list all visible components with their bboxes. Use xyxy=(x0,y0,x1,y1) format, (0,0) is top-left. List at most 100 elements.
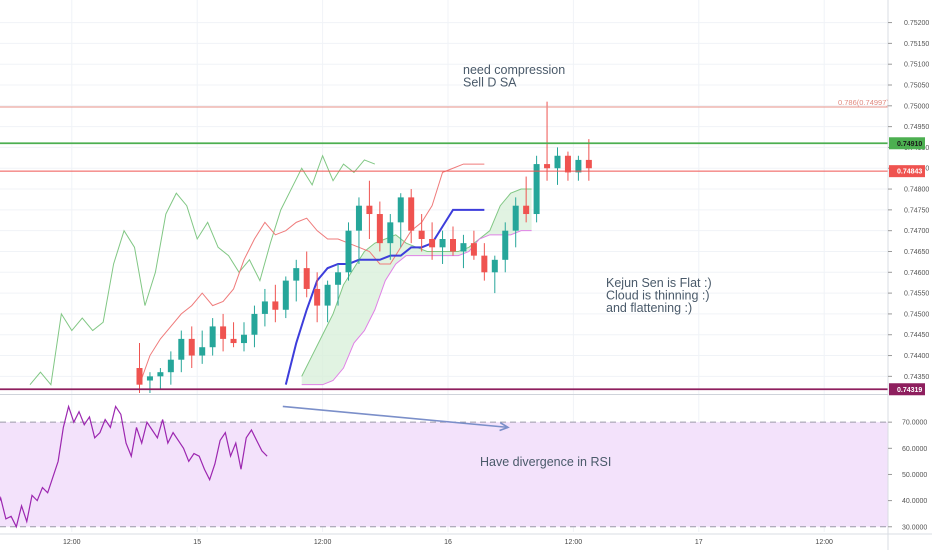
chikou-span xyxy=(29,154,376,386)
price-tick-label: 0.75050 xyxy=(904,83,929,90)
horizontal-levels: 0.786(0.74997) xyxy=(0,98,889,391)
rsi-band xyxy=(0,422,888,527)
time-tick-label: 16 xyxy=(444,539,452,546)
price-badge xyxy=(889,165,925,178)
candle-body xyxy=(199,347,206,356)
candle-body xyxy=(146,376,153,381)
divergence-arrow xyxy=(282,405,509,429)
candle-body xyxy=(230,338,237,344)
candle-body xyxy=(157,372,164,377)
price-tick-label: 0.75200 xyxy=(904,20,929,27)
candle-body xyxy=(376,214,383,244)
candle-body xyxy=(439,239,446,248)
chart-annotation: Cloud is thinning :) xyxy=(606,289,710,303)
candle-body xyxy=(564,155,571,173)
candle-body xyxy=(324,284,331,306)
candle-body xyxy=(387,222,394,244)
price-tick-label: 0.74750 xyxy=(904,207,929,214)
price-tick-label: 0.74400 xyxy=(904,353,929,360)
candle-body xyxy=(585,159,592,169)
candle-body xyxy=(355,205,362,231)
price-tick-label: 0.74500 xyxy=(904,311,929,318)
price-tick-label: 0.75000 xyxy=(904,103,929,110)
candle-body xyxy=(502,230,509,260)
candle-body xyxy=(303,268,310,289)
candle-body xyxy=(429,239,436,248)
rsi-tick-label: 50.0000 xyxy=(902,472,927,479)
price-tick-label: 0.74700 xyxy=(904,228,929,235)
kijun-sen xyxy=(284,208,485,385)
candle-body xyxy=(335,272,342,285)
candle-body xyxy=(251,313,258,335)
time-axis: 1512:001512:001612:001712:001812:002112:… xyxy=(0,533,932,546)
fib-level-label: 0.786(0.74997) xyxy=(838,98,889,107)
senkou-span-b xyxy=(301,230,532,386)
price-tick-label: 0.74350 xyxy=(904,374,929,381)
candle-body xyxy=(345,230,352,273)
time-tick-label: 12:00 xyxy=(314,539,332,546)
chart-annotation: Sell D SA xyxy=(463,76,517,90)
candle-body xyxy=(261,301,268,314)
rsi-panel: Have divergence in RSI xyxy=(0,404,888,529)
candle-body xyxy=(470,243,477,256)
rsi-tick-label: 30.0000 xyxy=(902,524,927,531)
chart-annotation: Kejun Sen is Flat :) xyxy=(606,276,712,290)
divergence-arrowhead xyxy=(499,422,510,432)
candle-body xyxy=(272,301,279,310)
price-tick-label: 0.74950 xyxy=(904,124,929,131)
price-tick-label: 0.74800 xyxy=(904,187,929,194)
time-tick-label: 17 xyxy=(695,539,703,546)
indicator-lines xyxy=(29,154,485,386)
price-badge-label: 0.74843 xyxy=(897,169,922,176)
price-tick-label: 0.74600 xyxy=(904,270,929,277)
candle-body xyxy=(418,230,425,239)
candle-body xyxy=(282,280,289,310)
rsi-annotation: Have divergence in RSI xyxy=(480,455,611,469)
price-tick-label: 0.74450 xyxy=(904,332,929,339)
candle-body xyxy=(512,205,519,231)
price-badge xyxy=(889,383,925,396)
candle-body xyxy=(408,197,415,231)
price-tick-label: 0.75150 xyxy=(904,41,929,48)
candle-body xyxy=(397,197,404,223)
price-tick-label: 0.75100 xyxy=(904,62,929,69)
candle-body xyxy=(481,255,488,273)
candle-body xyxy=(167,359,174,373)
chart-annotation: need compression xyxy=(463,63,565,77)
time-tick-label: 15 xyxy=(193,539,201,546)
price-badge-label: 0.74910 xyxy=(897,141,922,148)
candle-body xyxy=(575,159,582,173)
time-tick-label: 12:00 xyxy=(63,539,81,546)
candle-body xyxy=(178,338,185,360)
rsi-tick-label: 70.0000 xyxy=(902,420,927,427)
candle-body xyxy=(533,164,540,215)
candle-body xyxy=(314,288,321,306)
candle-body xyxy=(450,239,456,252)
candle-body xyxy=(293,268,300,281)
candle-body xyxy=(491,259,498,273)
price-tick-label: 0.74650 xyxy=(904,249,929,256)
candle-body xyxy=(136,368,143,385)
time-tick-label: 12:00 xyxy=(565,539,583,546)
price-badge xyxy=(889,137,925,150)
chart-annotation: and flattening :) xyxy=(606,301,692,315)
cloud-fill xyxy=(301,189,532,385)
candle-body xyxy=(366,205,373,215)
rsi-line xyxy=(0,404,268,529)
candle-body xyxy=(544,164,551,169)
price-badge-label: 0.74319 xyxy=(897,387,922,394)
candle-body xyxy=(460,243,467,252)
time-tick-label: 12:00 xyxy=(815,539,833,546)
candle-body xyxy=(554,155,561,169)
candle-body xyxy=(241,334,247,344)
candlesticks xyxy=(136,101,592,393)
price-tick-label: 0.74550 xyxy=(904,291,929,298)
rsi-tick-label: 40.0000 xyxy=(902,498,927,505)
rsi-tick-label: 60.0000 xyxy=(902,446,927,453)
candle-body xyxy=(523,205,530,215)
candle-body xyxy=(220,326,227,339)
tenkan-sen xyxy=(139,163,485,385)
